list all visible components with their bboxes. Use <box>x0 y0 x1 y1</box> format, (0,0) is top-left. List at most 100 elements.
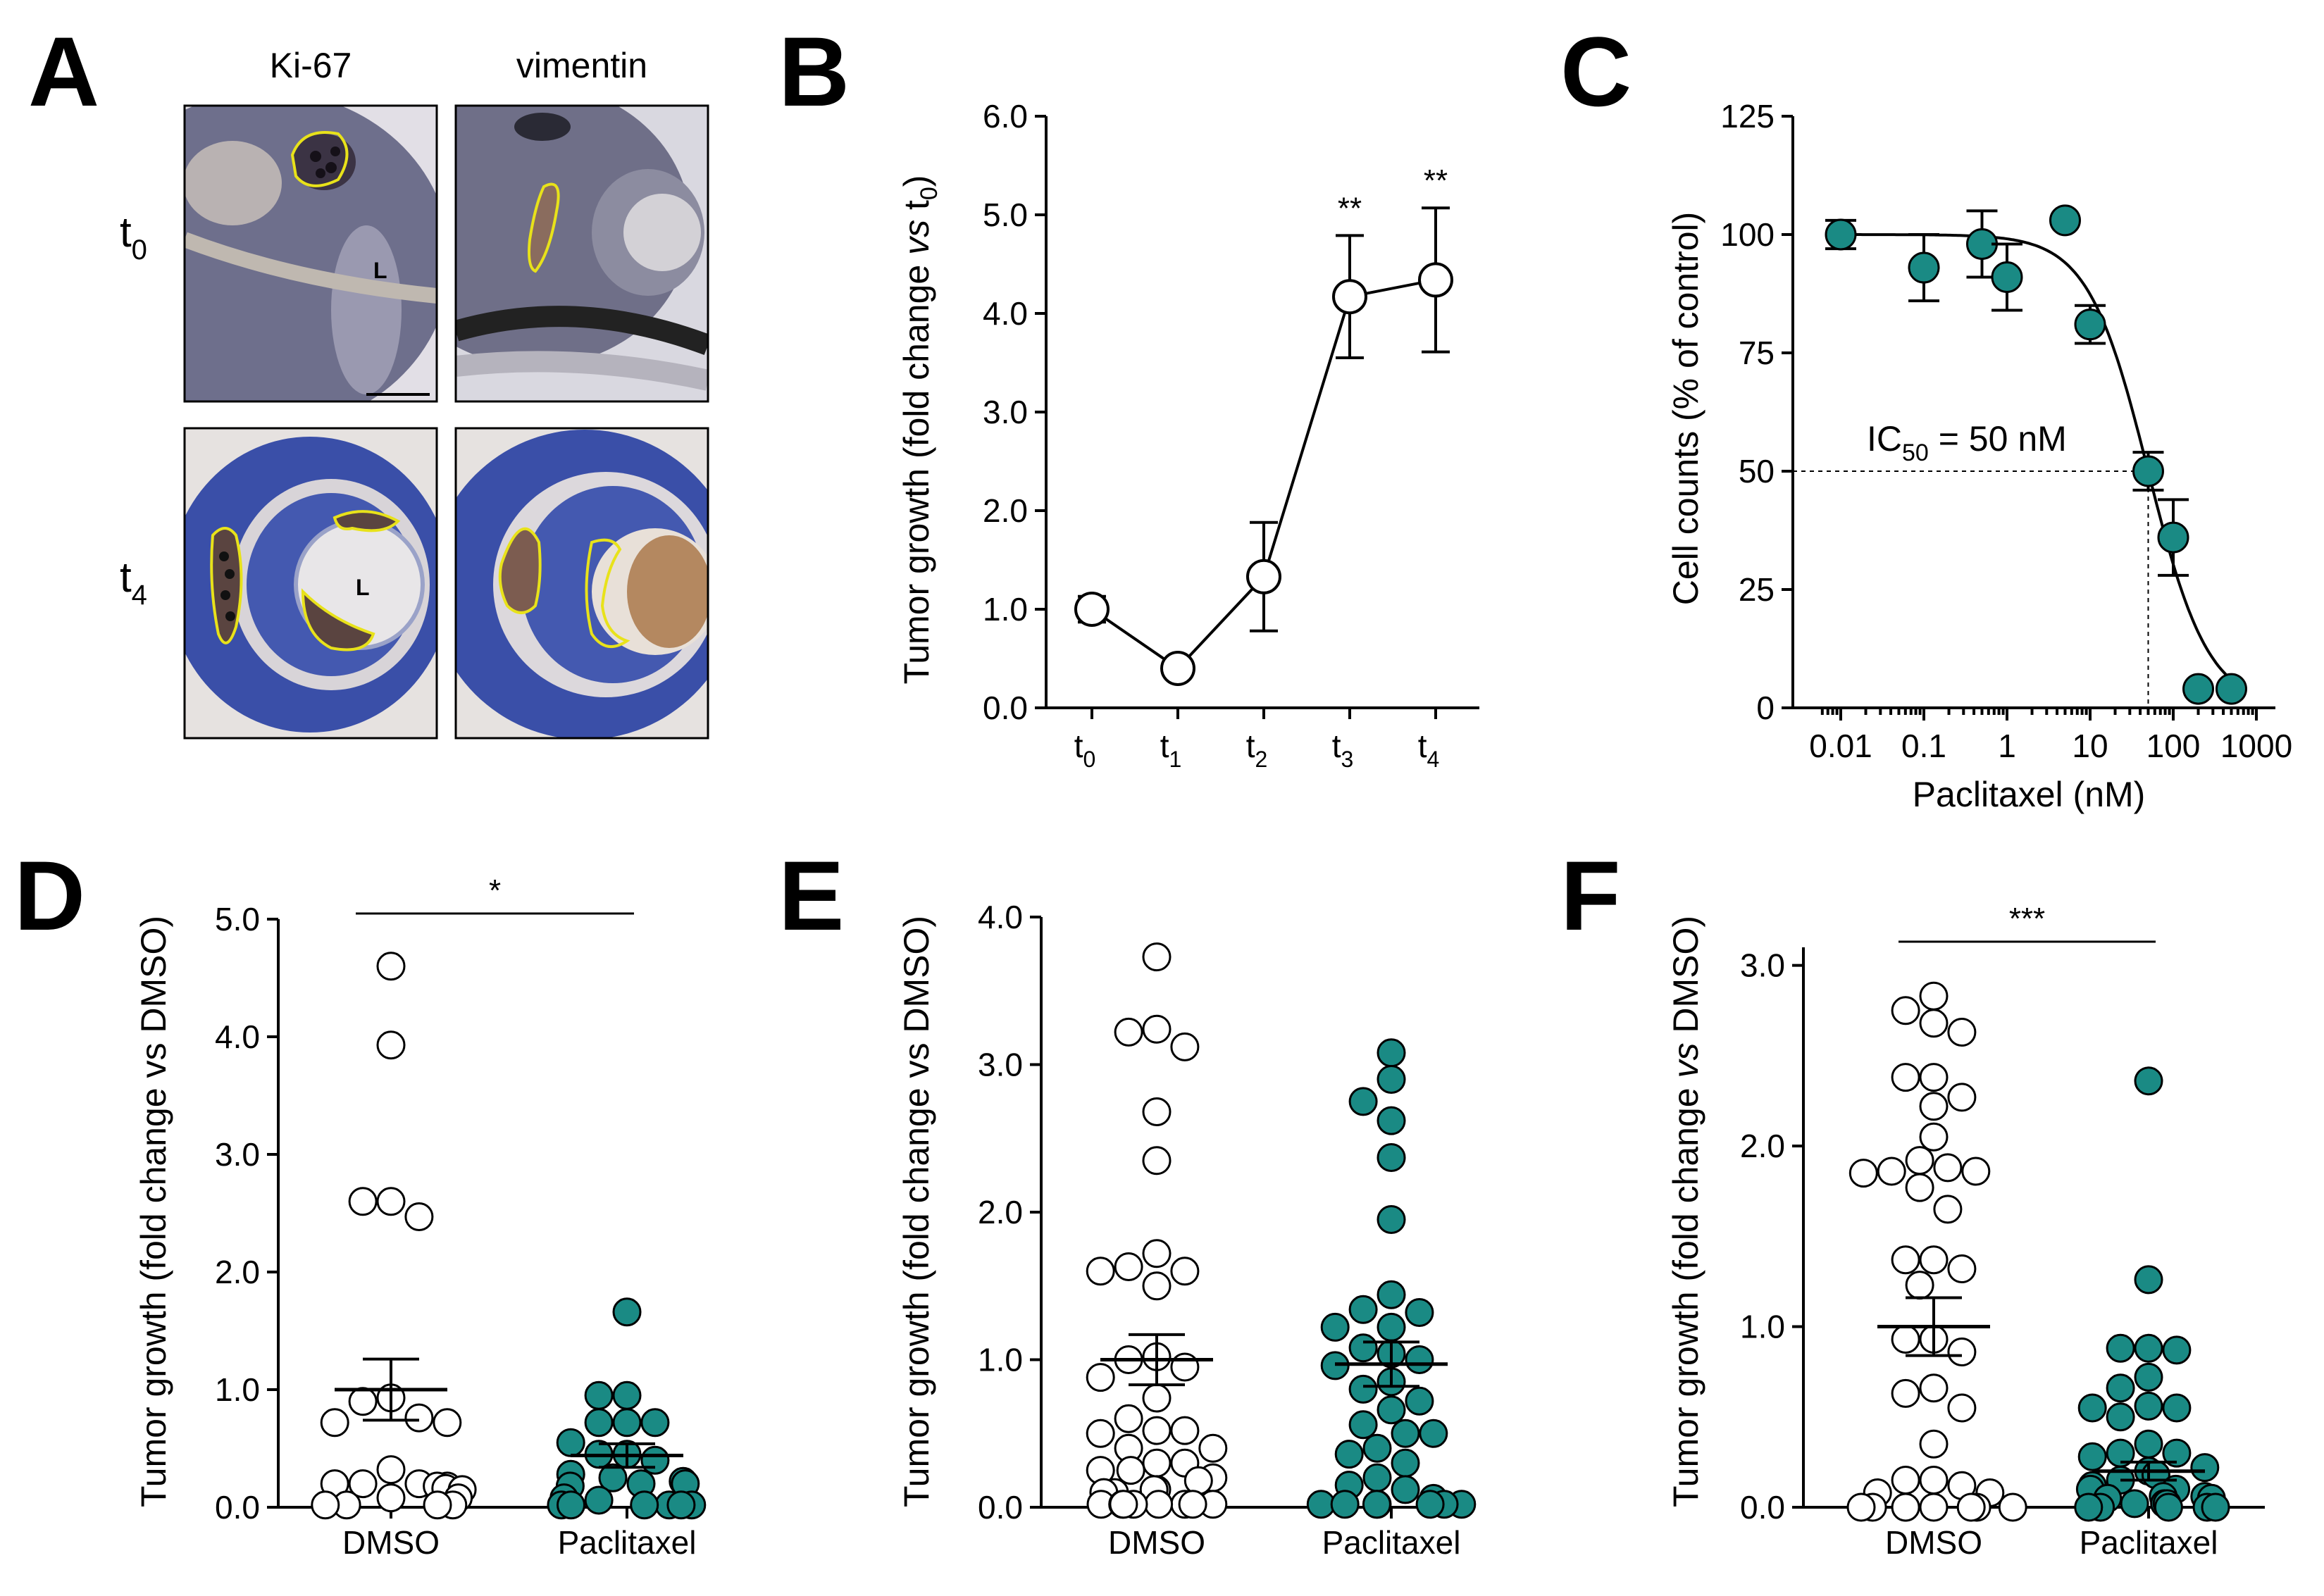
y-tick-label: 0.0 <box>215 1489 260 1526</box>
data-point <box>1076 593 1108 625</box>
data-point <box>1087 1364 1114 1391</box>
data-point <box>585 1487 612 1514</box>
data-point <box>1115 1405 1142 1432</box>
column-label-ki67: Ki-67 <box>270 46 352 85</box>
data-point <box>1378 1314 1405 1340</box>
data-point <box>2135 1335 2162 1361</box>
data-point <box>1143 1240 1170 1267</box>
panel-letter-e: E <box>778 840 844 951</box>
data-point <box>2184 674 2213 704</box>
data-point <box>585 1409 612 1436</box>
data-point <box>1920 1093 1947 1120</box>
data-point <box>585 1382 612 1409</box>
data-point <box>1963 1158 1989 1185</box>
data-point <box>1115 1254 1142 1280</box>
data-point <box>668 1492 695 1519</box>
data-point <box>1143 1385 1170 1411</box>
data-point <box>1934 1154 1961 1181</box>
y-tick-label: 2.0 <box>978 1194 1023 1230</box>
data-point <box>1322 1314 1348 1340</box>
fit-curve <box>1841 235 2238 685</box>
data-point <box>1949 1019 1975 1046</box>
data-point <box>1920 1010 1947 1037</box>
data-point <box>1417 1491 1443 1518</box>
data-point <box>1172 1258 1198 1285</box>
data-point <box>1949 1084 1975 1111</box>
data-point <box>2079 1395 2106 1421</box>
data-point <box>1350 1088 1377 1115</box>
data-point <box>1826 220 1856 249</box>
x-axis-title: Paclitaxel (nM) <box>1913 775 2146 814</box>
data-point <box>1906 1174 1933 1201</box>
data-point <box>378 1188 404 1215</box>
panel-letter-c: C <box>1560 16 1632 127</box>
y-tick-label: 3.0 <box>978 1047 1023 1083</box>
data-point <box>2155 1494 2182 1521</box>
y-axis-title: Tumor growth (fold change vs DMSO) <box>134 916 173 1507</box>
y-tick-label: 4.0 <box>983 295 1028 332</box>
data-point <box>1350 1376 1377 1402</box>
data-point <box>2163 1337 2190 1364</box>
data-point <box>2135 1430 2162 1457</box>
data-point <box>2192 1454 2218 1481</box>
micrograph-ki67-t4: L <box>169 428 451 738</box>
y-tick-label: 1.0 <box>1740 1309 1785 1345</box>
y-tick-label: 0.0 <box>1740 1489 1785 1526</box>
y-tick-label: 5.0 <box>983 197 1028 233</box>
data-point <box>1364 1464 1391 1491</box>
data-point <box>2107 1335 2134 1361</box>
data-point <box>642 1409 669 1436</box>
data-point <box>1143 1016 1170 1042</box>
column-label-vimentin: vimentin <box>516 46 647 85</box>
data-point <box>424 1492 451 1519</box>
data-point <box>1350 1411 1377 1438</box>
significance-label: ** <box>1338 191 1362 225</box>
data-point <box>1350 1335 1377 1361</box>
data-point <box>1143 1273 1170 1299</box>
panel-letter-d: D <box>14 840 85 951</box>
x-tick-label: DMSO <box>1108 1524 1205 1561</box>
y-tick-label: 1.0 <box>978 1342 1023 1378</box>
data-point <box>349 1388 376 1415</box>
data-point <box>1906 1272 1933 1299</box>
data-point <box>1420 1420 1447 1447</box>
data-point <box>378 1485 404 1511</box>
x-tick-label: Paclitaxel <box>1322 1524 1461 1561</box>
data-point <box>2050 206 2080 235</box>
data-point <box>1378 1066 1405 1093</box>
y-axis-title: Tumor growth (fold change vs t0) <box>897 175 943 685</box>
data-point <box>1850 1160 1877 1187</box>
x-tick-label: t2 <box>1246 728 1268 772</box>
data-point <box>406 1404 433 1431</box>
data-point <box>1378 1207 1405 1233</box>
data-point <box>1110 1491 1137 1518</box>
data-point <box>378 1457 404 1483</box>
panel-c-chart: C Cell counts (% of control) Paclitaxel … <box>1560 16 2292 814</box>
data-point <box>1892 1064 1919 1091</box>
x-tick-label: 0.01 <box>1809 728 1872 764</box>
x-tick-label: 1 <box>1998 728 2016 764</box>
x-tick-label: t1 <box>1160 728 1182 772</box>
panel-f-chart: F Tumor growth (fold change vs DMSO) 0.0… <box>1560 840 2265 1561</box>
data-point <box>1892 1247 1919 1273</box>
data-point <box>1920 1123 1947 1150</box>
panel-d-chart: D Tumor growth (fold change vs DMSO) 0.0… <box>14 840 705 1561</box>
y-tick-label: 6.0 <box>983 98 1028 135</box>
data-point <box>1172 1354 1198 1380</box>
panel-letter-a: A <box>28 16 99 127</box>
y-axis-title: Cell counts (% of control) <box>1666 212 1705 606</box>
data-point <box>2075 1494 2102 1521</box>
data-point <box>2079 1443 2106 1470</box>
y-tick-label: 2.0 <box>1740 1128 1785 1164</box>
data-point <box>312 1492 339 1519</box>
data-point <box>631 1492 658 1519</box>
y-tick-label: 2.0 <box>215 1254 260 1290</box>
significance-label: * <box>489 873 501 908</box>
data-point <box>1406 1299 1433 1326</box>
data-point <box>434 1409 461 1436</box>
data-point <box>1378 1107 1405 1134</box>
data-point <box>1949 1395 1975 1421</box>
data-point <box>1878 1158 1905 1185</box>
y-tick-label: 3.0 <box>1740 947 1785 984</box>
data-point <box>1419 263 1452 296</box>
